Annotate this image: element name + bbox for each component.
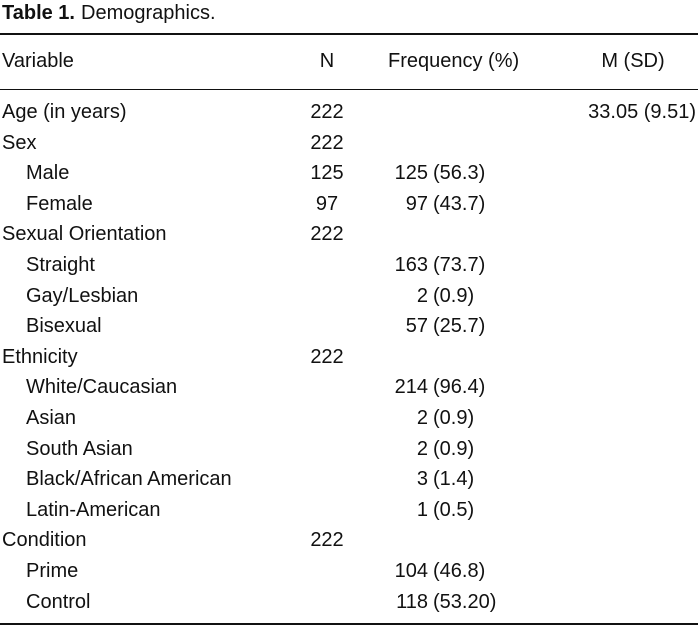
cell-variable: Bisexual [26, 315, 102, 338]
cell-frequency-count: 1 [416, 498, 428, 521]
header-mean-sd: M (SD) [601, 50, 665, 72]
table-row: Gay/Lesbian 2 (0.9) [0, 281, 698, 312]
table-row: Control 118 (53.20) [0, 587, 698, 618]
cell-frequency-count: 125 [394, 162, 428, 185]
cell-frequency-count: 3 [416, 468, 428, 491]
header-variable: Variable [2, 50, 74, 72]
cell-mean-sd: 33.05 (9.51) [588, 101, 696, 123]
cell-variable: Asian [26, 406, 77, 429]
cell-variable: Sexual Orientation [2, 223, 167, 246]
table-row: Asian 2 (0.9) [0, 403, 698, 434]
cell-n: 222 [310, 101, 344, 123]
cell-frequency-percent: (46.8) [433, 559, 486, 582]
cell-variable: White/Caucasian [26, 376, 178, 399]
table-body: Age (in years) 222 33.05 (9.51) Sex 222 Male 1… [0, 97, 698, 617]
cell-variable: Sex [2, 131, 37, 154]
table-caption-title: Demographics. [81, 2, 216, 24]
cell-frequency-percent: (56.3) [433, 162, 486, 185]
cell-frequency-count: 2 [416, 406, 428, 429]
cell-variable: Condition [2, 529, 87, 552]
header-n: N [319, 50, 335, 72]
cell-frequency-percent: (53.20) [433, 590, 497, 613]
cell-variable: Male [26, 162, 70, 185]
table-header-rule [0, 89, 698, 90]
table-bottom-rule [0, 623, 698, 625]
table-row: White/Caucasian 214 (96.4) [0, 372, 698, 403]
cell-n: 222 [310, 131, 344, 154]
table-row: Latin-American 1 (0.5) [0, 495, 698, 526]
cell-frequency-count: 163 [394, 253, 428, 276]
table-row: Condition 222 [0, 525, 698, 556]
table-row: South Asian 2 (0.9) [0, 434, 698, 465]
table-row: Prime 104 (46.8) [0, 556, 698, 587]
cell-frequency-count: 2 [416, 437, 428, 460]
cell-variable: Prime [26, 559, 79, 582]
table-row: Black/African American 3 (1.4) [0, 464, 698, 495]
cell-frequency-percent: (73.7) [433, 253, 486, 276]
cell-frequency-count: 118 [396, 590, 428, 613]
table-caption-label: Table 1. [2, 2, 75, 24]
cell-n: 222 [310, 345, 344, 368]
table-caption: Table 1. Demographics. [2, 0, 216, 26]
table-row: Sexual Orientation 222 [0, 219, 698, 250]
table-row: Age (in years) 222 33.05 (9.51) [0, 97, 698, 128]
cell-variable: Straight [26, 253, 95, 276]
cell-frequency-percent: (0.9) [433, 437, 475, 460]
table-row: Female 97 97 (43.7) [0, 189, 698, 220]
cell-n: 222 [310, 223, 344, 246]
cell-frequency-count: 97 [405, 192, 428, 215]
cell-variable: Female [26, 192, 93, 215]
cell-n: 97 [315, 192, 339, 215]
cell-variable: South Asian [26, 437, 133, 460]
table-row: Ethnicity 222 [0, 342, 698, 373]
table-row: Bisexual 57 (25.7) [0, 311, 698, 342]
table-top-rule [0, 33, 698, 35]
cell-frequency-percent: (96.4) [433, 376, 486, 399]
cell-frequency-percent: (0.9) [433, 284, 475, 307]
cell-frequency-count: 57 [405, 315, 428, 338]
cell-variable: Control [26, 590, 91, 613]
cell-variable: Latin-American [26, 498, 161, 521]
table-row: Straight 163 (73.7) [0, 250, 698, 281]
table-row: Sex 222 [0, 128, 698, 159]
cell-frequency-percent: (25.7) [433, 315, 486, 338]
cell-frequency-percent: (43.7) [433, 192, 486, 215]
cell-frequency-count: 2 [416, 284, 428, 307]
cell-frequency-percent: (1.4) [433, 468, 475, 491]
cell-variable: Age (in years) [2, 101, 127, 123]
cell-variable: Ethnicity [2, 345, 78, 368]
cell-variable: Black/African American [26, 468, 232, 491]
table-row: Male 125 125 (56.3) [0, 158, 698, 189]
cell-frequency-percent: (0.5) [433, 498, 475, 521]
cell-frequency-count: 104 [394, 559, 428, 582]
cell-n: 222 [310, 529, 344, 552]
cell-variable: Gay/Lesbian [26, 284, 139, 307]
cell-frequency-percent: (0.9) [433, 406, 475, 429]
cell-frequency-count: 214 [394, 376, 428, 399]
cell-n: 125 [310, 162, 344, 185]
header-frequency: Frequency (%) [388, 50, 520, 72]
